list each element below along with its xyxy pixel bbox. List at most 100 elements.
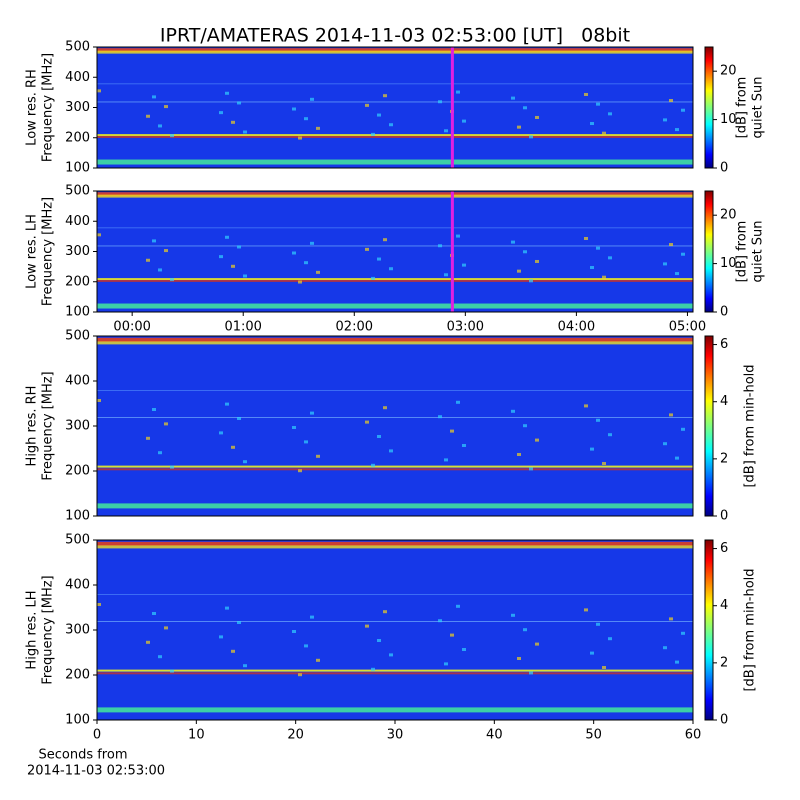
spectrum-speck — [590, 651, 594, 655]
spectrum-speck — [170, 278, 174, 282]
spectrum-speck — [663, 442, 667, 446]
y-tick-label: 100 — [65, 161, 90, 176]
spectrum-band — [97, 192, 693, 197]
x-tick-label: 01:00 — [224, 320, 261, 335]
spectrum-speck — [523, 628, 527, 632]
spectrum-speck — [170, 465, 174, 469]
spectrum-speck — [371, 132, 375, 136]
spectrum-speck — [97, 603, 101, 606]
spectrum-speck — [225, 235, 229, 239]
spectrum-speck — [444, 273, 448, 277]
spectrum-speck — [219, 635, 223, 639]
spectrum-speck — [237, 621, 241, 624]
spectrum-speck — [377, 639, 381, 642]
spectrum-speck — [316, 270, 320, 274]
spectrum-speck — [517, 657, 521, 660]
spectrum-speck — [377, 435, 381, 438]
spectrum-speck — [511, 240, 515, 244]
x-tick-label: 50 — [585, 728, 602, 743]
spectrum-band — [97, 134, 693, 137]
spectrum-speck — [164, 249, 168, 253]
spectrum-speck — [523, 424, 527, 428]
spectrum-speck — [444, 129, 448, 133]
spectrum-speck — [584, 608, 588, 612]
spectrum-speck — [170, 134, 174, 138]
spectrum-speck — [225, 606, 229, 610]
spectrum-speck — [298, 280, 302, 284]
spectrum-speck — [304, 644, 308, 648]
spectrum-speck — [146, 114, 150, 118]
spectrum-speck — [438, 100, 442, 104]
spectrum-band — [97, 337, 693, 342]
y-tick-label: 300 — [65, 419, 90, 434]
spectrum-speck — [529, 279, 533, 283]
spectrum-speck — [444, 458, 448, 462]
colorbar-tick-label: 0 — [720, 509, 728, 524]
spectrum-speck — [456, 400, 460, 404]
x-tick-label: 02:00 — [336, 320, 373, 335]
y-tick-label: 400 — [65, 578, 90, 593]
spectrum-band — [97, 245, 693, 247]
spectrum-speck — [237, 417, 241, 420]
spectrum-band — [97, 101, 693, 103]
spectrum-speck — [517, 269, 521, 273]
spectrum-speck — [681, 252, 685, 256]
spectrum-speck — [529, 467, 533, 471]
spectrum-speck — [310, 411, 314, 415]
spectrum-speck — [371, 276, 375, 280]
y-tick-label: 100 — [65, 509, 90, 524]
colorbar — [704, 539, 714, 721]
spectrum-speck — [669, 413, 673, 417]
spectrum-band — [97, 159, 693, 165]
spectrum-speck — [535, 642, 539, 646]
x-tick-label: 05:00 — [669, 320, 706, 335]
spectrum-speck — [170, 669, 174, 673]
y-tick-label: 200 — [65, 130, 90, 145]
spectrum-band — [97, 135, 693, 138]
y-tick-label: 300 — [65, 100, 90, 115]
spectrum-band — [97, 669, 693, 672]
spectrum-speck — [304, 261, 308, 265]
spectrum-speck — [590, 447, 594, 451]
x-axis-label: 2014-11-03 02:53:00 — [27, 764, 165, 779]
spectrum-speck — [219, 111, 223, 115]
spectrum-speck — [596, 102, 600, 106]
spectrum-speck — [243, 274, 247, 278]
spectrum-speck — [219, 431, 223, 435]
spectrum-band — [97, 545, 693, 549]
spectrum-band — [97, 83, 693, 85]
y-tick-label: 500 — [65, 184, 90, 199]
colorbar-tick-label: 10 — [720, 256, 737, 271]
spectrum-speck — [535, 115, 539, 119]
spectrum-speck — [383, 238, 387, 242]
spectrum-band — [97, 278, 693, 281]
spectrum-speck — [243, 460, 247, 464]
spectrum-speck — [243, 664, 247, 668]
spectrum-speck — [590, 266, 594, 270]
colorbar-tick-label: 0 — [720, 305, 728, 320]
spectrum-speck — [584, 404, 588, 408]
x-tick-label: 03:00 — [447, 320, 484, 335]
spectrum-speck — [462, 119, 466, 123]
spectrum-speck — [377, 257, 381, 261]
spectrum-speck — [535, 259, 539, 263]
spectrum-speck — [523, 106, 527, 110]
spectrum-speck — [146, 436, 150, 440]
spectrum-speck — [511, 96, 515, 100]
x-tick-label: 0 — [93, 728, 101, 743]
spectrum-speck — [152, 408, 156, 411]
x-tick-label: 60 — [685, 728, 702, 743]
spectrum-speck — [389, 449, 393, 453]
spectrum-band — [97, 465, 693, 468]
spectrum-speck — [608, 256, 612, 260]
spectrum-speck — [529, 135, 533, 139]
colorbar — [704, 190, 714, 313]
spectrum-speck — [517, 125, 521, 129]
spectrum-speck — [237, 101, 241, 105]
colorbar — [704, 46, 714, 169]
spectrum-speck — [681, 427, 685, 431]
colorbar-label: [dB] from min-hold — [743, 364, 758, 487]
spectrogram — [97, 47, 693, 168]
spectrum-speck — [164, 626, 168, 630]
spectrum-speck — [164, 422, 168, 426]
